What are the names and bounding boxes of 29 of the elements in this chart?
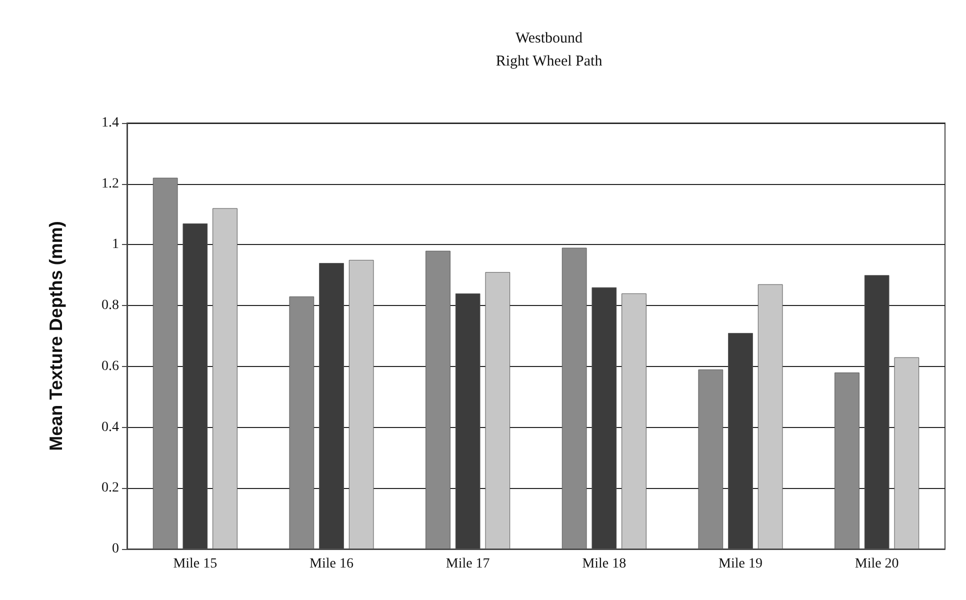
bar [894,357,920,549]
bar [426,250,450,549]
bar [152,178,178,549]
bar [348,260,374,549]
y-tick-label: 1 [112,237,119,252]
y-tick-label: 0.6 [102,358,119,374]
bar [289,296,314,549]
bar [622,293,646,549]
bar [758,284,783,549]
x-tick-label: Mile 16 [310,556,354,572]
bar [698,369,724,549]
y-axis-title: Mean Texture Depths (mm) [46,221,66,451]
x-tick-label: Mile 18 [582,556,626,572]
bar [485,272,510,549]
y-tick-label: 0 [112,542,119,556]
y-tick-label: 0.2 [102,480,119,496]
bar [562,248,587,549]
chart-subtitle: Right Wheel Path [496,54,603,70]
x-tick-label: Mile 15 [173,556,218,572]
chart-title: Westbound [515,30,584,46]
y-tick-label: 1.2 [102,176,119,192]
x-tick-label: Mile 17 [446,556,490,572]
y-tick-label: 0.8 [102,298,119,314]
bar [834,372,860,549]
x-tick-label: Mile 20 [854,556,899,572]
x-tick-label: Mile 19 [718,556,762,572]
y-tick-label: 1.4 [102,116,119,130]
bar [212,208,238,549]
y-tick-label: 0.4 [102,420,119,435]
